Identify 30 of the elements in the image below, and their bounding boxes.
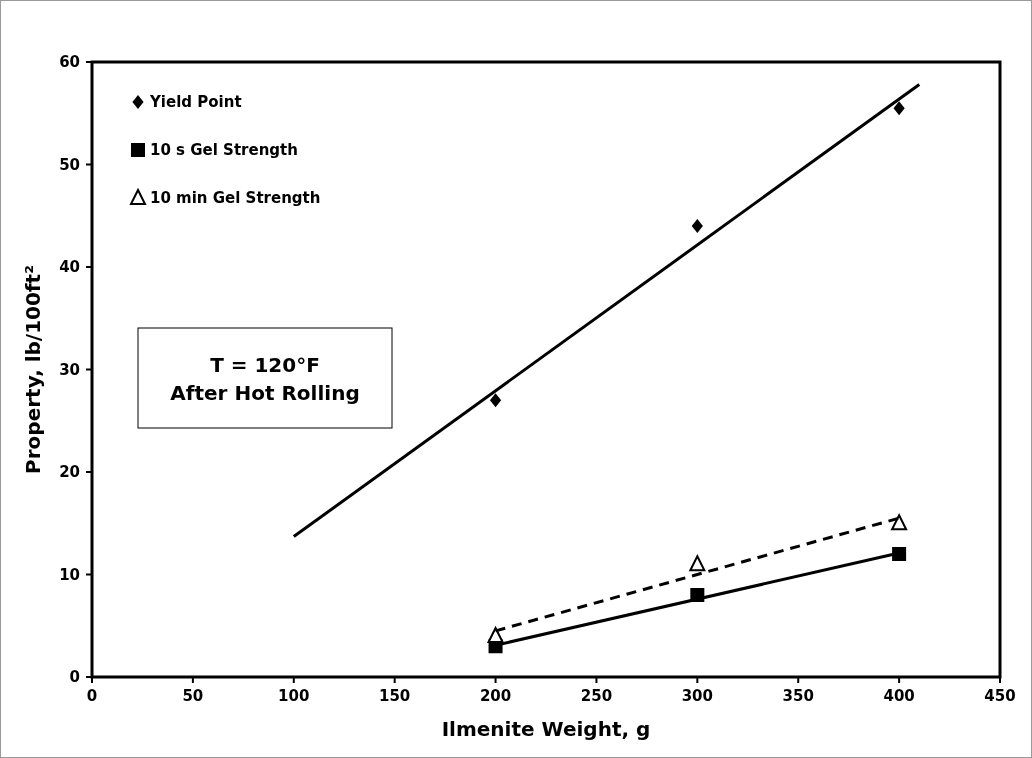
point — [489, 393, 502, 408]
point — [487, 627, 504, 643]
x-tick-label: 50 — [182, 687, 204, 705]
x-tick-label: 450 — [984, 687, 1016, 705]
annotation: T = 120°F After Hot Rolling — [170, 353, 360, 405]
x-tick-label: 100 — [278, 687, 310, 705]
point — [689, 555, 706, 572]
legend-label: Yield Point — [149, 93, 242, 111]
y-tick-label: 40 — [59, 258, 80, 276]
x-tick-label: 300 — [681, 687, 713, 705]
x-tick-label: 0 — [86, 687, 98, 705]
x-tick-label: 400 — [883, 687, 915, 705]
y-axis-title: Property, lb/100ft² — [21, 265, 45, 474]
legend-label: 10 s Gel Strength — [150, 141, 298, 159]
point — [691, 219, 703, 233]
legend-label: 10 min Gel Strength — [150, 189, 321, 207]
y-tick-label: 60 — [59, 53, 80, 71]
y-tick-label: 30 — [59, 360, 80, 379]
point — [893, 101, 905, 116]
y-tick-label: 10 — [59, 565, 80, 584]
x-axis-title: Ilmenite Weight, g — [441, 717, 651, 741]
x-tick-label: 250 — [580, 687, 613, 705]
point — [891, 514, 908, 531]
x-tick-label: 200 — [479, 687, 512, 705]
y-tick-label: 50 — [59, 155, 80, 174]
y-tick-label: 0 — [69, 668, 80, 686]
x-tick-label: 150 — [379, 687, 411, 705]
text-box: T = 120°F After Hot Rolling — [137, 327, 393, 429]
x-tick-label: 350 — [782, 687, 814, 705]
y-tick-label: 20 — [59, 463, 80, 481]
